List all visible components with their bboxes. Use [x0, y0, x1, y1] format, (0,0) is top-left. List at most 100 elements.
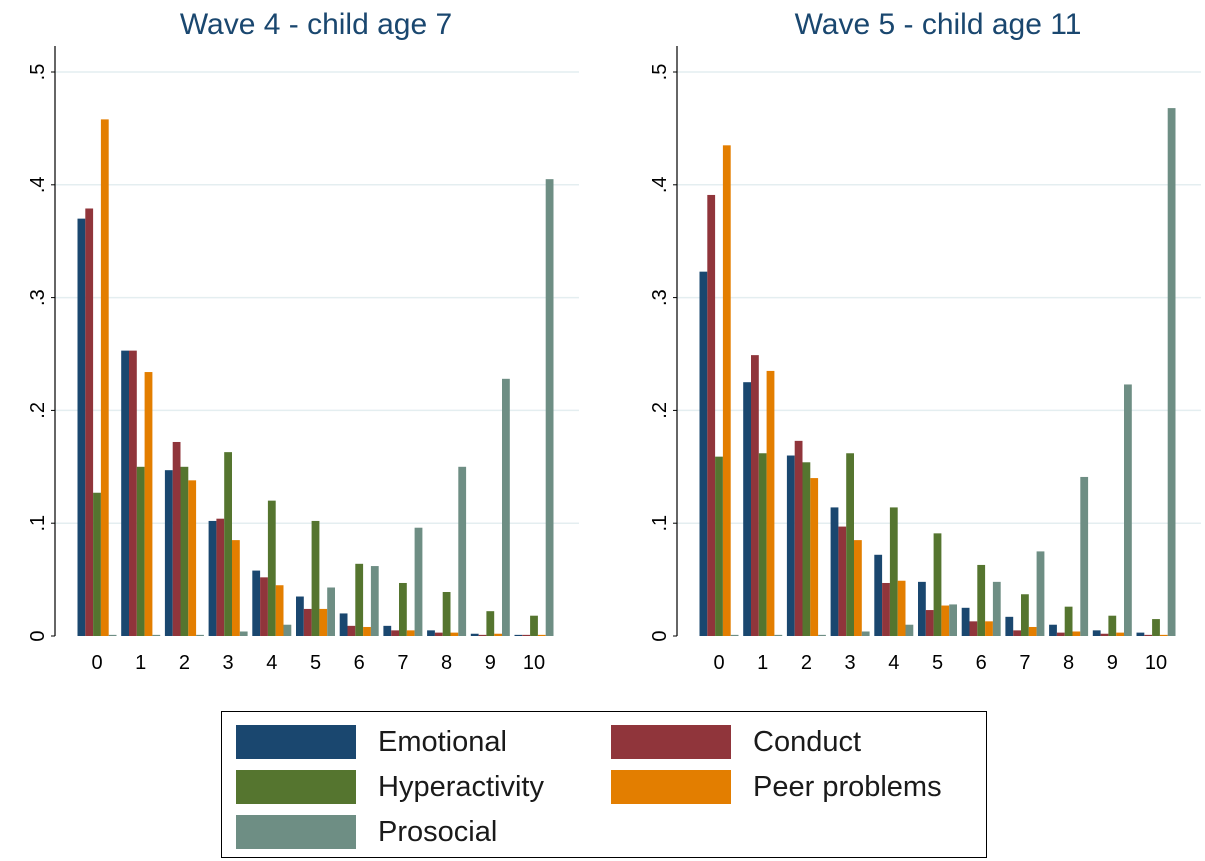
bar-peer-problems-4 — [275, 585, 284, 636]
y-tick-label: .5 — [649, 64, 671, 81]
bar-conduct-5 — [925, 610, 934, 636]
bar-conduct-7 — [1013, 630, 1021, 636]
bar-peer-problems-1 — [144, 372, 153, 636]
bar-peer-problems-2 — [188, 480, 197, 636]
legend-swatch-hyperactivity — [236, 770, 356, 804]
bar-emotional-2 — [786, 455, 795, 636]
bar-hyperactivity-1 — [758, 453, 767, 636]
bar-conduct-1 — [751, 355, 759, 636]
bar-prosocial-7 — [1036, 551, 1045, 636]
y-tick-label: .5 — [27, 64, 49, 81]
bar-prosocial-4 — [283, 624, 292, 636]
bar-prosocial-9 — [502, 378, 510, 636]
legend-item-peer-problems: Peer problems — [611, 770, 942, 804]
bar-hyperactivity-8 — [1064, 606, 1073, 636]
y-tick-label: .2 — [649, 402, 671, 419]
bar-hyperactivity-1 — [136, 466, 145, 636]
bar-conduct-7 — [391, 630, 399, 636]
bar-peer-problems-6 — [363, 626, 371, 636]
y-tick-label: .3 — [649, 289, 671, 306]
bar-hyperactivity-0 — [93, 492, 101, 636]
bar-prosocial-10 — [1167, 108, 1176, 637]
bar-peer-problems-5 — [319, 608, 328, 636]
bar-conduct-2 — [172, 441, 181, 636]
legend-label-hyperactivity: Hyperactivity — [378, 770, 544, 803]
bar-hyperactivity-2 — [802, 462, 811, 636]
y-tick-label: .1 — [27, 515, 49, 532]
bar-prosocial-5 — [949, 604, 957, 636]
bar-prosocial-7 — [414, 527, 423, 636]
x-tick-label: 4 — [266, 652, 277, 674]
bar-conduct-4 — [260, 577, 268, 636]
bar-emotional-4 — [874, 554, 883, 636]
bar-peer-problems-9 — [494, 633, 502, 636]
bar-emotional-1 — [121, 350, 129, 636]
bar-prosocial-2 — [818, 634, 826, 636]
panel-wave-5: Wave 5 - child age 11 0 .1 .2 .3 .4 .5 0 1 2 3 4 5 6… — [649, 8, 1201, 674]
bar-prosocial-3 — [861, 631, 870, 636]
bar-conduct-10 — [522, 634, 531, 636]
bar-hyperactivity-6 — [355, 563, 364, 636]
y-tick-label: 0 — [649, 630, 671, 641]
x-tick-label: 1 — [135, 652, 146, 674]
bar-emotional-9 — [470, 633, 479, 636]
bar-hyperactivity-9 — [486, 611, 495, 636]
bar-conduct-0 — [85, 208, 94, 637]
bar-conduct-9 — [478, 634, 487, 636]
bar-emotional-9 — [1092, 630, 1101, 636]
x-tick-label: 7 — [1019, 652, 1030, 674]
bar-hyperactivity-2 — [180, 466, 189, 636]
legend-swatch-conduct — [611, 725, 731, 759]
bar-conduct-0 — [707, 194, 716, 636]
bar-peer-problems-7 — [406, 630, 415, 636]
y-tick-label: .3 — [27, 289, 49, 306]
x-tick-label: 8 — [441, 652, 452, 674]
chart-title: Wave 4 - child age 7 — [180, 8, 452, 41]
bar-conduct-6 — [969, 621, 978, 636]
x-tick-label: 0 — [91, 652, 102, 674]
bar-conduct-4 — [882, 582, 890, 636]
x-tick-label: 10 — [1145, 652, 1167, 674]
x-tick-label: 1 — [757, 652, 768, 674]
x-tick-label: 7 — [397, 652, 408, 674]
legend-label-conduct: Conduct — [753, 725, 862, 758]
bar-emotional-1 — [743, 382, 751, 636]
bar-emotional-6 — [961, 607, 970, 636]
legend-item-prosocial: Prosocial — [236, 815, 497, 849]
bar-hyperactivity-7 — [399, 582, 407, 636]
bar-hyperactivity-10 — [1152, 619, 1160, 636]
bar-peer-problems-10 — [537, 634, 546, 636]
x-tick-label: 0 — [713, 652, 724, 674]
bar-conduct-8 — [1056, 632, 1065, 636]
bar-conduct-1 — [129, 350, 137, 636]
legend-swatch-prosocial — [236, 815, 356, 849]
bar-peer-problems-9 — [1116, 632, 1124, 636]
bar-emotional-7 — [383, 625, 392, 636]
bar-peer-problems-8 — [1072, 631, 1081, 636]
legend-label-prosocial: Prosocial — [378, 815, 498, 848]
bar-prosocial-3 — [239, 631, 248, 636]
bar-conduct-2 — [794, 440, 803, 636]
bar-emotional-10 — [1136, 632, 1145, 636]
bar-emotional-10 — [514, 634, 523, 636]
x-tick-label: 5 — [310, 652, 321, 674]
bar-prosocial-0 — [108, 634, 117, 636]
bar-emotional-2 — [164, 470, 173, 636]
chart-title: Wave 5 - child age 11 — [795, 8, 1082, 41]
x-tick-label: 9 — [1107, 652, 1118, 674]
x-tick-label: 9 — [485, 652, 496, 674]
bar-hyperactivity-3 — [846, 453, 854, 636]
bar-hyperactivity-0 — [715, 456, 723, 636]
bar-emotional-8 — [427, 630, 435, 636]
legend-swatch-peer-problems — [611, 770, 731, 804]
x-tick-label: 6 — [976, 652, 987, 674]
legend: Emotional Conduct Hyperactivity Peer pro… — [221, 711, 987, 858]
bar-prosocial-8 — [458, 466, 467, 636]
legend-label-peer-problems: Peer problems — [753, 770, 942, 803]
bar-hyperactivity-8 — [442, 592, 451, 636]
figure: Wave 4 - child age 7 0 .1 .2 .3 .4 .5 0 1 2 3 4 5 6 7… — [27, 8, 1201, 674]
bar-peer-problems-10 — [1159, 634, 1168, 636]
bar-peer-problems-0 — [722, 145, 731, 636]
bar-peer-problems-2 — [810, 478, 819, 636]
bar-emotional-0 — [699, 271, 708, 636]
